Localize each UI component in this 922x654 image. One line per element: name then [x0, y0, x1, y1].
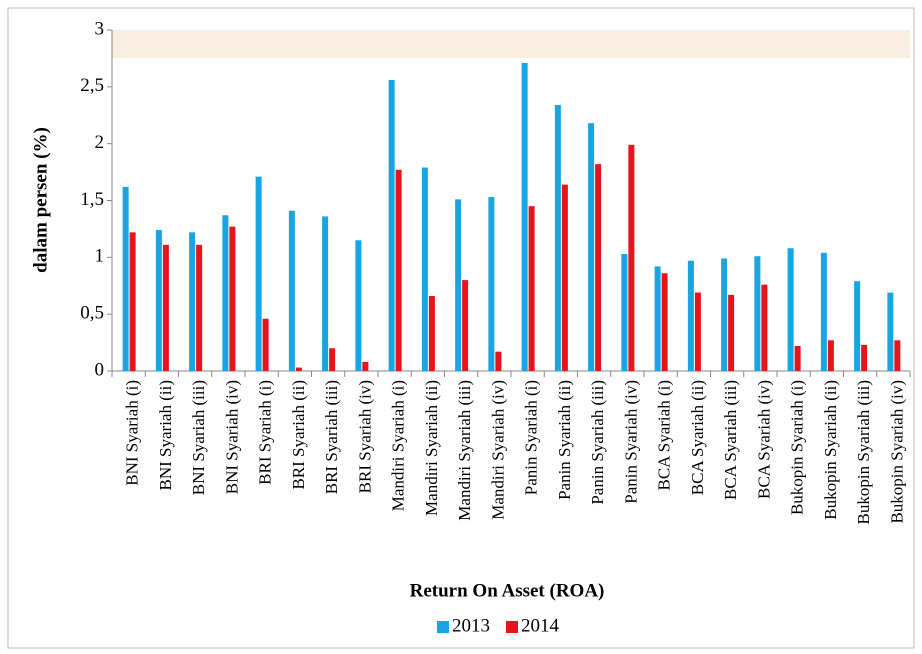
legend-label: 2014: [521, 615, 560, 636]
bar: [787, 248, 794, 371]
bar: [694, 292, 701, 371]
bar: [495, 351, 502, 371]
bar: [455, 199, 462, 371]
bar: [861, 344, 868, 371]
bar: [155, 230, 162, 371]
x-tick-label: BCA Syariah (iv): [754, 380, 773, 499]
bar: [721, 258, 728, 371]
y-tick-label: 0: [95, 359, 105, 380]
x-tick-label: BRI Syariah (i): [256, 380, 275, 485]
y-axis-title: dalam persen (%): [30, 127, 51, 273]
bar: [728, 294, 735, 371]
y-tick-label: 0,5: [80, 303, 104, 324]
bar: [521, 62, 528, 372]
x-tick-label: BRI Syariah (iii): [322, 380, 341, 494]
bar: [288, 210, 295, 371]
x-tick-label: BCA Syariah (iii): [721, 380, 740, 500]
bar: [661, 273, 668, 371]
bar: [229, 226, 236, 371]
bar: [887, 292, 894, 371]
bar: [528, 206, 535, 371]
bar: [255, 176, 262, 371]
bar: [595, 164, 602, 371]
bar: [329, 348, 336, 371]
bar: [355, 240, 362, 371]
bar: [488, 197, 495, 371]
x-tick-label: Panin Syariah (iii): [588, 380, 607, 505]
bar: [189, 232, 196, 371]
bar: [322, 216, 329, 371]
bar: [854, 281, 861, 371]
x-tick-label: Panin Syariah (i): [522, 380, 541, 495]
x-tick-label: BNI Syariah (iv): [222, 380, 241, 494]
x-tick-label: Mandiri Syariah (i): [389, 380, 408, 511]
bar: [827, 340, 834, 371]
x-tick-label: BCA Syariah (ii): [688, 380, 707, 495]
bar: [462, 280, 469, 371]
x-tick-label: BNI Syariah (iii): [189, 380, 208, 495]
x-tick-label: BCA Syariah (i): [655, 380, 674, 491]
legend-swatch: [437, 621, 449, 633]
bar: [561, 184, 568, 371]
legend-swatch: [506, 621, 518, 633]
x-tick-label: BNI Syariah (i): [123, 380, 142, 486]
bar: [428, 295, 435, 371]
bar: [621, 253, 628, 371]
y-tick-label: 2,5: [80, 75, 104, 96]
chart-frame: [7, 7, 915, 649]
bar: [162, 244, 169, 371]
bar: [894, 340, 901, 371]
x-tick-label: Panin Syariah (iv): [621, 380, 640, 504]
y-tick-label: 3: [95, 18, 105, 39]
bar: [262, 318, 269, 371]
x-axis-title: Return On Asset (ROA): [410, 580, 605, 601]
y-tick-label: 1: [95, 246, 105, 267]
x-tick-label: Mandiri Syariah (ii): [422, 380, 441, 516]
x-tick-label: BRI Syariah (ii): [289, 380, 308, 490]
x-tick-label: Bukopin Syariah (i): [788, 380, 807, 515]
bar: [196, 244, 203, 371]
bar: [654, 266, 661, 371]
bar: [628, 144, 635, 371]
bar: [588, 123, 595, 371]
x-tick-label: Bukopin Syariah (iii): [854, 380, 873, 524]
x-tick-label: Bukopin Syariah (iv): [887, 380, 906, 524]
x-tick-label: Mandiri Syariah (iv): [488, 380, 507, 520]
bar: [222, 215, 229, 371]
bar: [687, 260, 694, 371]
bar: [794, 345, 801, 371]
bar: [761, 284, 768, 371]
bar: [395, 169, 402, 371]
bar: [388, 80, 395, 371]
bar: [820, 252, 827, 371]
bar: [295, 367, 302, 371]
bar: [362, 361, 369, 371]
bar: [554, 105, 561, 372]
y-tick-label: 2: [95, 132, 105, 153]
bar: [421, 167, 428, 371]
x-tick-label: Mandiri Syariah (iii): [455, 380, 474, 521]
bar: [754, 256, 761, 371]
x-tick-label: BRI Syariah (iv): [355, 380, 374, 493]
bar: [122, 186, 129, 371]
background-band: [112, 30, 910, 58]
bar: [129, 232, 136, 371]
legend-label: 2013: [452, 615, 490, 636]
x-tick-label: BNI Syariah (ii): [156, 380, 175, 490]
y-tick-label: 1,5: [80, 189, 104, 210]
x-tick-label: Panin Syariah (ii): [555, 380, 574, 500]
x-tick-label: Bukopin Syariah (ii): [821, 380, 840, 520]
